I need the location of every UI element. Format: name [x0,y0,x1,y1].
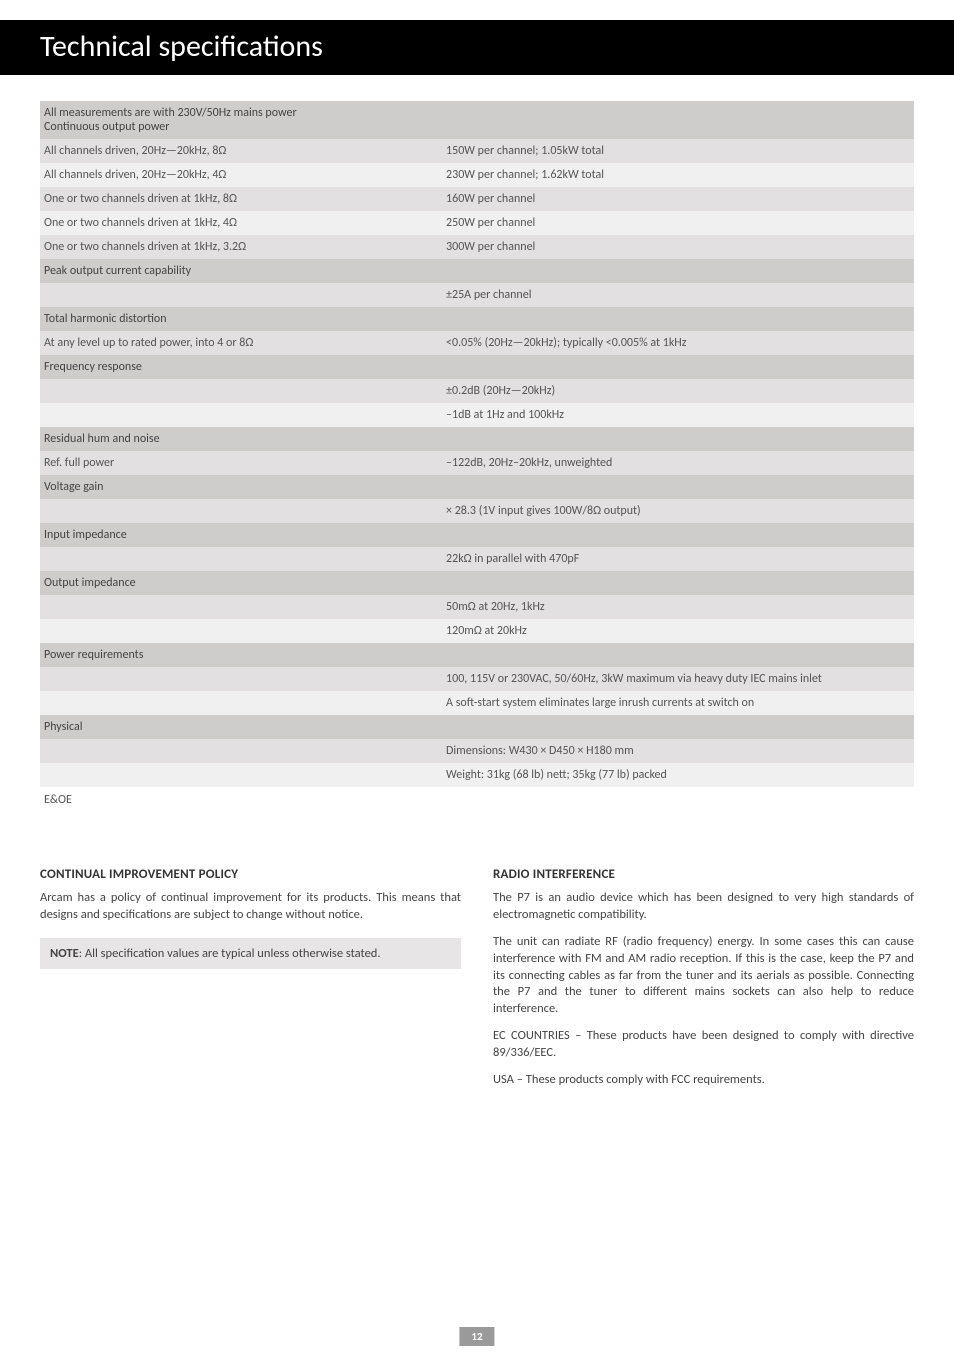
spec-intro: All measurements are with 230V/50Hz main… [40,101,914,139]
spec-label [40,619,442,643]
radio-interference-heading: RADIO INTERFERENCE [493,867,914,882]
radio-interference-p2: The unit can radiate RF (radio frequency… [493,934,914,1018]
spec-row: 22kΩ in parallel with 470pF [40,547,914,571]
spec-section-heading: Input impedance [40,523,914,547]
spec-section-heading-text: Physical [40,715,914,739]
spec-value: 150W per channel; 1.05kW total [442,139,914,163]
spec-section-heading-text: Power requirements [40,643,914,667]
spec-label [40,379,442,403]
spec-section-heading: Frequency response [40,355,914,379]
spec-label: All channels driven, 20Hz—20kHz, 4Ω [40,163,442,187]
spec-value: 300W per channel [442,235,914,259]
spec-section-heading: Residual hum and noise [40,427,914,451]
radio-interference-p1: The P7 is an audio device which has been… [493,890,914,924]
spec-section-heading-text: Output impedance [40,571,914,595]
right-column: RADIO INTERFERENCE The P7 is an audio de… [493,867,914,1099]
spec-row: × 28.3 (1V input gives 100W/8Ω output) [40,499,914,523]
radio-interference-p4: USA – These products comply with FCC req… [493,1072,914,1089]
spec-label [40,403,442,427]
note-text: : All specification values are typical u… [79,946,381,961]
page-number: 12 [459,1327,494,1346]
spec-label [40,739,442,763]
spec-section-heading: Output impedance [40,571,914,595]
spec-value: <0.05% (20Hz—20kHz); typically <0.005% a… [442,331,914,355]
spec-section-heading-text: Frequency response [40,355,914,379]
spec-row: Weight: 31kg (68 lb) nett; 35kg (77 lb) … [40,763,914,787]
spec-row: A soft-start system eliminates large inr… [40,691,914,715]
spec-row: All channels driven, 20Hz—20kHz, 4Ω230W … [40,163,914,187]
spec-row: 50mΩ at 20Hz, 1kHz [40,595,914,619]
spec-label: At any level up to rated power, into 4 o… [40,331,442,355]
footer-columns: CONTINUAL IMPROVEMENT POLICY Arcam has a… [40,867,914,1099]
spec-value: –1dB at 1Hz and 100kHz [442,403,914,427]
spec-value: ±25A per channel [442,283,914,307]
spec-value: 250W per channel [442,211,914,235]
spec-row: 100, 115V or 230VAC, 50/60Hz, 3kW maximu… [40,667,914,691]
spec-label [40,691,442,715]
spec-label: One or two channels driven at 1kHz, 4Ω [40,211,442,235]
spec-value: ±0.2dB (20Hz—20kHz) [442,379,914,403]
radio-interference-p3: EC COUNTRIES – These products have been … [493,1028,914,1062]
spec-section-heading-text: Input impedance [40,523,914,547]
spec-label [40,499,442,523]
page-title: Technical specifications [40,28,954,65]
spec-label [40,595,442,619]
spec-row: All channels driven, 20Hz—20kHz, 8Ω150W … [40,139,914,163]
spec-section-heading: Total harmonic distortion [40,307,914,331]
spec-intro-text: All measurements are with 230V/50Hz main… [40,101,914,139]
spec-value: 22kΩ in parallel with 470pF [442,547,914,571]
spec-label: All channels driven, 20Hz—20kHz, 8Ω [40,139,442,163]
spec-section-heading-text: Peak output current capability [40,259,914,283]
spec-row: One or two channels driven at 1kHz, 3.2Ω… [40,235,914,259]
spec-value: 50mΩ at 20Hz, 1kHz [442,595,914,619]
note-box: NOTE: All specification values are typic… [40,938,461,969]
spec-value: A soft-start system eliminates large inr… [442,691,914,715]
continual-improvement-heading: CONTINUAL IMPROVEMENT POLICY [40,867,461,882]
note-label: NOTE [50,946,79,961]
spec-label [40,547,442,571]
spec-label: One or two channels driven at 1kHz, 8Ω [40,187,442,211]
spec-value: –122dB, 20Hz–20kHz, unweighted [442,451,914,475]
title-bar: Technical specifications [0,20,954,75]
spec-row: One or two channels driven at 1kHz, 8Ω16… [40,187,914,211]
spec-row: 120mΩ at 20kHz [40,619,914,643]
spec-section-heading-text: Residual hum and noise [40,427,914,451]
spec-section-heading: Peak output current capability [40,259,914,283]
spec-value: 230W per channel; 1.62kW total [442,163,914,187]
spec-label: One or two channels driven at 1kHz, 3.2Ω [40,235,442,259]
spec-row: One or two channels driven at 1kHz, 4Ω25… [40,211,914,235]
spec-value: 100, 115V or 230VAC, 50/60Hz, 3kW maximu… [442,667,914,691]
spec-row: Ref. full power–122dB, 20Hz–20kHz, unwei… [40,451,914,475]
spec-row: –1dB at 1Hz and 100kHz [40,403,914,427]
spec-row: Dimensions: W430 × D450 × H180 mm [40,739,914,763]
spec-row: ±0.2dB (20Hz—20kHz) [40,379,914,403]
spec-section-heading: Physical [40,715,914,739]
spec-section-heading-text: Total harmonic distortion [40,307,914,331]
spec-value: Weight: 31kg (68 lb) nett; 35kg (77 lb) … [442,763,914,787]
specifications-table: All measurements are with 230V/50Hz main… [40,101,914,787]
errors-omissions: E&OE [0,787,954,807]
spec-label [40,667,442,691]
spec-label [40,763,442,787]
spec-value: × 28.3 (1V input gives 100W/8Ω output) [442,499,914,523]
spec-label [40,283,442,307]
spec-section-heading: Voltage gain [40,475,914,499]
spec-row: At any level up to rated power, into 4 o… [40,331,914,355]
continual-improvement-text: Arcam has a policy of continual improvem… [40,890,461,924]
spec-section-heading: Power requirements [40,643,914,667]
spec-value: Dimensions: W430 × D450 × H180 mm [442,739,914,763]
spec-label: Ref. full power [40,451,442,475]
spec-section-heading-text: Voltage gain [40,475,914,499]
left-column: CONTINUAL IMPROVEMENT POLICY Arcam has a… [40,867,461,1099]
spec-value: 160W per channel [442,187,914,211]
spec-value: 120mΩ at 20kHz [442,619,914,643]
spec-row: ±25A per channel [40,283,914,307]
